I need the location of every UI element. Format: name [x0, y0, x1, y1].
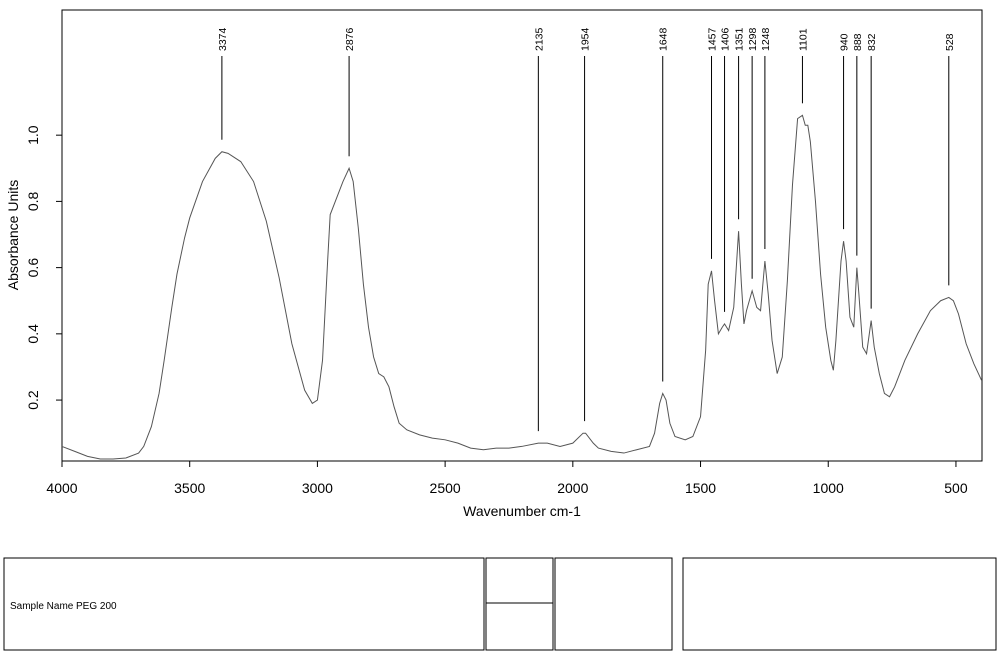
x-tick-label: 2000	[557, 480, 588, 496]
plot-frame	[61, 9, 983, 462]
peak-label: 1406	[720, 27, 732, 51]
peak-label: 1298	[747, 27, 759, 51]
peak-label: 2135	[533, 27, 545, 51]
info-panel	[3, 557, 997, 651]
peak-label: 1457	[707, 27, 719, 51]
peak-label: 1248	[760, 27, 772, 51]
peak-label: 1101	[797, 28, 809, 51]
x-tick-label: 500	[944, 480, 968, 496]
info-box	[3, 557, 485, 651]
peak-label: 1648	[658, 27, 670, 51]
peak-label: 1351	[734, 27, 746, 51]
peak-label: 528	[944, 33, 956, 51]
peak-label: 940	[839, 33, 851, 51]
info-box	[485, 557, 554, 651]
peak-label: 832	[866, 33, 878, 51]
spectrum-line	[61, 114, 982, 460]
x-tick-label: 3500	[174, 480, 205, 496]
x-tick-label: 1500	[685, 480, 716, 496]
info-box	[554, 557, 673, 651]
peak-label: 888	[852, 33, 864, 51]
x-tick-label: 2500	[430, 480, 461, 496]
peak-label: 3374	[217, 27, 229, 51]
x-axis-label: Wavenumber cm-1	[463, 503, 581, 519]
y-tick-label: 0.4	[25, 324, 41, 344]
y-tick-label: 0.6	[25, 258, 41, 278]
sample-name-label: Sample Name	[10, 601, 74, 612]
x-tick-label: 4000	[46, 480, 77, 496]
y-tick-label: 0.2	[25, 390, 41, 410]
y-tick-label: 0.8	[25, 191, 41, 211]
peak-label: 1954	[580, 27, 592, 51]
peak-label: 2876	[344, 27, 356, 51]
x-tick-label: 3000	[302, 480, 333, 496]
x-tick-label: 1000	[813, 480, 844, 496]
info-box	[682, 557, 997, 651]
sample-name: PEG 200	[76, 601, 117, 612]
y-tick-label: 1.0	[25, 125, 41, 145]
y-axis-label: Absorbance Units	[5, 180, 21, 291]
